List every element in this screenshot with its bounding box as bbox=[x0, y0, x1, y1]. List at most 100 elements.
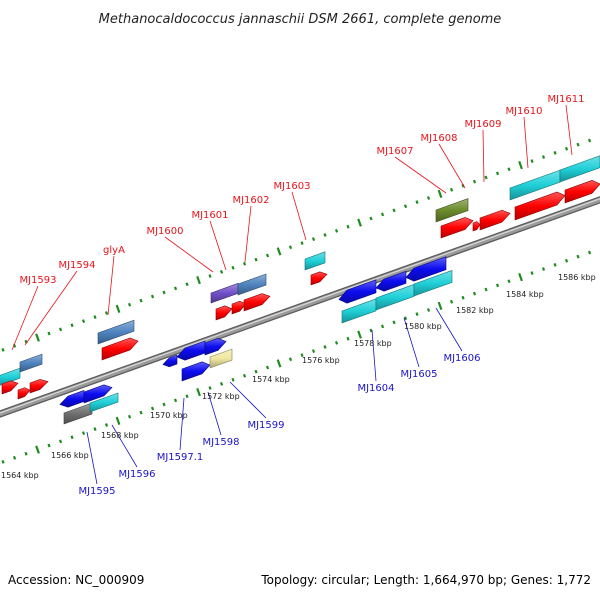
label-leader bbox=[107, 255, 115, 316]
lower-tick-dot bbox=[24, 451, 28, 456]
gene-arrow bbox=[181, 361, 211, 382]
upper-tick-dot bbox=[311, 237, 316, 241]
gene-label-bottom: MJ1599 bbox=[247, 420, 284, 431]
gene-arrow bbox=[435, 198, 469, 223]
gene-label-top: MJ1610 bbox=[505, 106, 542, 117]
gene-label-bottom: MJ1596 bbox=[118, 469, 155, 480]
gene-arrow bbox=[559, 155, 600, 183]
ruler-label: 1584 kbp bbox=[506, 290, 544, 299]
lower-tick-dot bbox=[323, 345, 327, 349]
label-leader bbox=[244, 205, 252, 263]
topology-text: Topology: circular; Length: 1,664,970 bp… bbox=[261, 573, 591, 587]
upper-tick-dot bbox=[346, 224, 350, 229]
ruler-label: 1566 kbp bbox=[51, 451, 89, 460]
upper-tick-dot bbox=[484, 175, 488, 180]
upper-tick-dot bbox=[196, 275, 201, 285]
lower-tick-dot bbox=[115, 416, 121, 425]
upper-tick-dot bbox=[276, 247, 282, 256]
lower-tick-dot bbox=[127, 414, 132, 419]
ruler-labels: 1564 kbp 1566 kbp 1568 kbp 1570 kbp 1572 kbp… bbox=[1, 273, 596, 480]
gene-arrow bbox=[405, 256, 447, 282]
label-leader bbox=[86, 431, 98, 485]
lower-tick-dot bbox=[380, 324, 385, 329]
gene-label-top: MJ1609 bbox=[464, 119, 501, 130]
label-leader bbox=[179, 397, 185, 451]
lower-tick-dot bbox=[553, 262, 557, 267]
lower-tick-dot bbox=[461, 295, 465, 300]
upper-tick-dot bbox=[185, 282, 189, 287]
label-leader bbox=[164, 236, 214, 273]
lower-tick-dot bbox=[35, 445, 40, 454]
gene-arrow bbox=[209, 348, 233, 369]
lower-tick-dot bbox=[472, 291, 477, 296]
upper-tick-dot bbox=[81, 319, 86, 324]
upper-tick-dot bbox=[104, 311, 109, 315]
upper-tick-dot bbox=[334, 228, 339, 233]
lower-tick-dot bbox=[81, 431, 86, 436]
backbone-highlight bbox=[0, 198, 600, 414]
gene-label-top: MJ1611 bbox=[547, 94, 584, 105]
upper-tick-dot bbox=[564, 146, 569, 151]
lower-tick-dot bbox=[530, 271, 534, 275]
gene-label-bottom: MJ1604 bbox=[357, 383, 394, 394]
lower-tick-dot bbox=[265, 365, 270, 370]
gene-label-top: MJ1593 bbox=[19, 275, 56, 286]
lower-tick-dot bbox=[426, 308, 431, 312]
lower-tick-dot bbox=[311, 349, 316, 353]
gene-arrow bbox=[89, 392, 119, 413]
lower-tick-dot bbox=[518, 273, 523, 282]
gene-arrow bbox=[29, 379, 49, 394]
label-leader bbox=[24, 270, 78, 346]
lower-tick-dot bbox=[150, 406, 155, 411]
lower-tick-dot bbox=[185, 394, 189, 399]
lower-tick-dot bbox=[12, 455, 17, 460]
gene-arrow bbox=[97, 319, 135, 345]
label-leader bbox=[482, 129, 485, 183]
label-leader bbox=[438, 143, 466, 189]
gene-arrow bbox=[162, 354, 178, 368]
lower-tick-dot bbox=[139, 410, 143, 415]
genome-rail bbox=[0, 196, 600, 418]
lower-tick-dot bbox=[196, 387, 201, 397]
gene-arrow bbox=[63, 402, 93, 425]
label-leader bbox=[111, 424, 138, 468]
gene-arrow bbox=[1, 380, 19, 395]
lower-tick-dot bbox=[93, 427, 97, 431]
upper-tick-dot bbox=[507, 167, 511, 172]
map-title: Methanocaldococcus jannaschii DSM 2661, … bbox=[99, 12, 502, 27]
gene-label-top: MJ1594 bbox=[58, 260, 95, 271]
upper-tick-dot bbox=[392, 208, 396, 213]
lower-tick-dot bbox=[231, 377, 235, 382]
lower-tick-dot bbox=[288, 357, 293, 362]
gene-arrow bbox=[472, 221, 481, 232]
upper-tick-dot bbox=[265, 253, 270, 258]
lower-tick-dot bbox=[437, 301, 443, 311]
gene-arrow bbox=[243, 293, 271, 312]
label-leader bbox=[403, 317, 420, 368]
lower-tick-dot bbox=[300, 353, 304, 358]
ruler-label: 1578 kbp bbox=[354, 339, 392, 348]
label-leader bbox=[394, 156, 447, 194]
upper-tick-dot bbox=[127, 302, 132, 307]
gene-label-bottom: MJ1595 bbox=[78, 486, 115, 497]
upper-tick-dot bbox=[1, 348, 5, 352]
accession-text: Accession: NC_000909 bbox=[8, 573, 145, 587]
upper-tick-dot bbox=[173, 286, 178, 291]
label-leader bbox=[523, 116, 529, 169]
lower-tick-dot bbox=[541, 267, 546, 271]
lower-tick-dot bbox=[576, 254, 580, 259]
gene-label-top: MJ1607 bbox=[376, 146, 413, 157]
gene-arrow bbox=[204, 338, 227, 356]
lower-tick-dot bbox=[392, 320, 396, 325]
gene-label-top: MJ1600 bbox=[146, 226, 183, 237]
gene-arrow bbox=[210, 282, 239, 304]
lower-tick-dot bbox=[357, 330, 362, 339]
ruler-label: 1586 kbp bbox=[558, 273, 596, 282]
upper-tick-dot bbox=[357, 218, 362, 227]
upper-tick-dot bbox=[288, 245, 293, 250]
gene-arrow bbox=[19, 353, 43, 373]
label-leader bbox=[435, 307, 463, 352]
lower-tick-dot bbox=[219, 382, 224, 386]
lower-tick-dot bbox=[564, 258, 569, 263]
